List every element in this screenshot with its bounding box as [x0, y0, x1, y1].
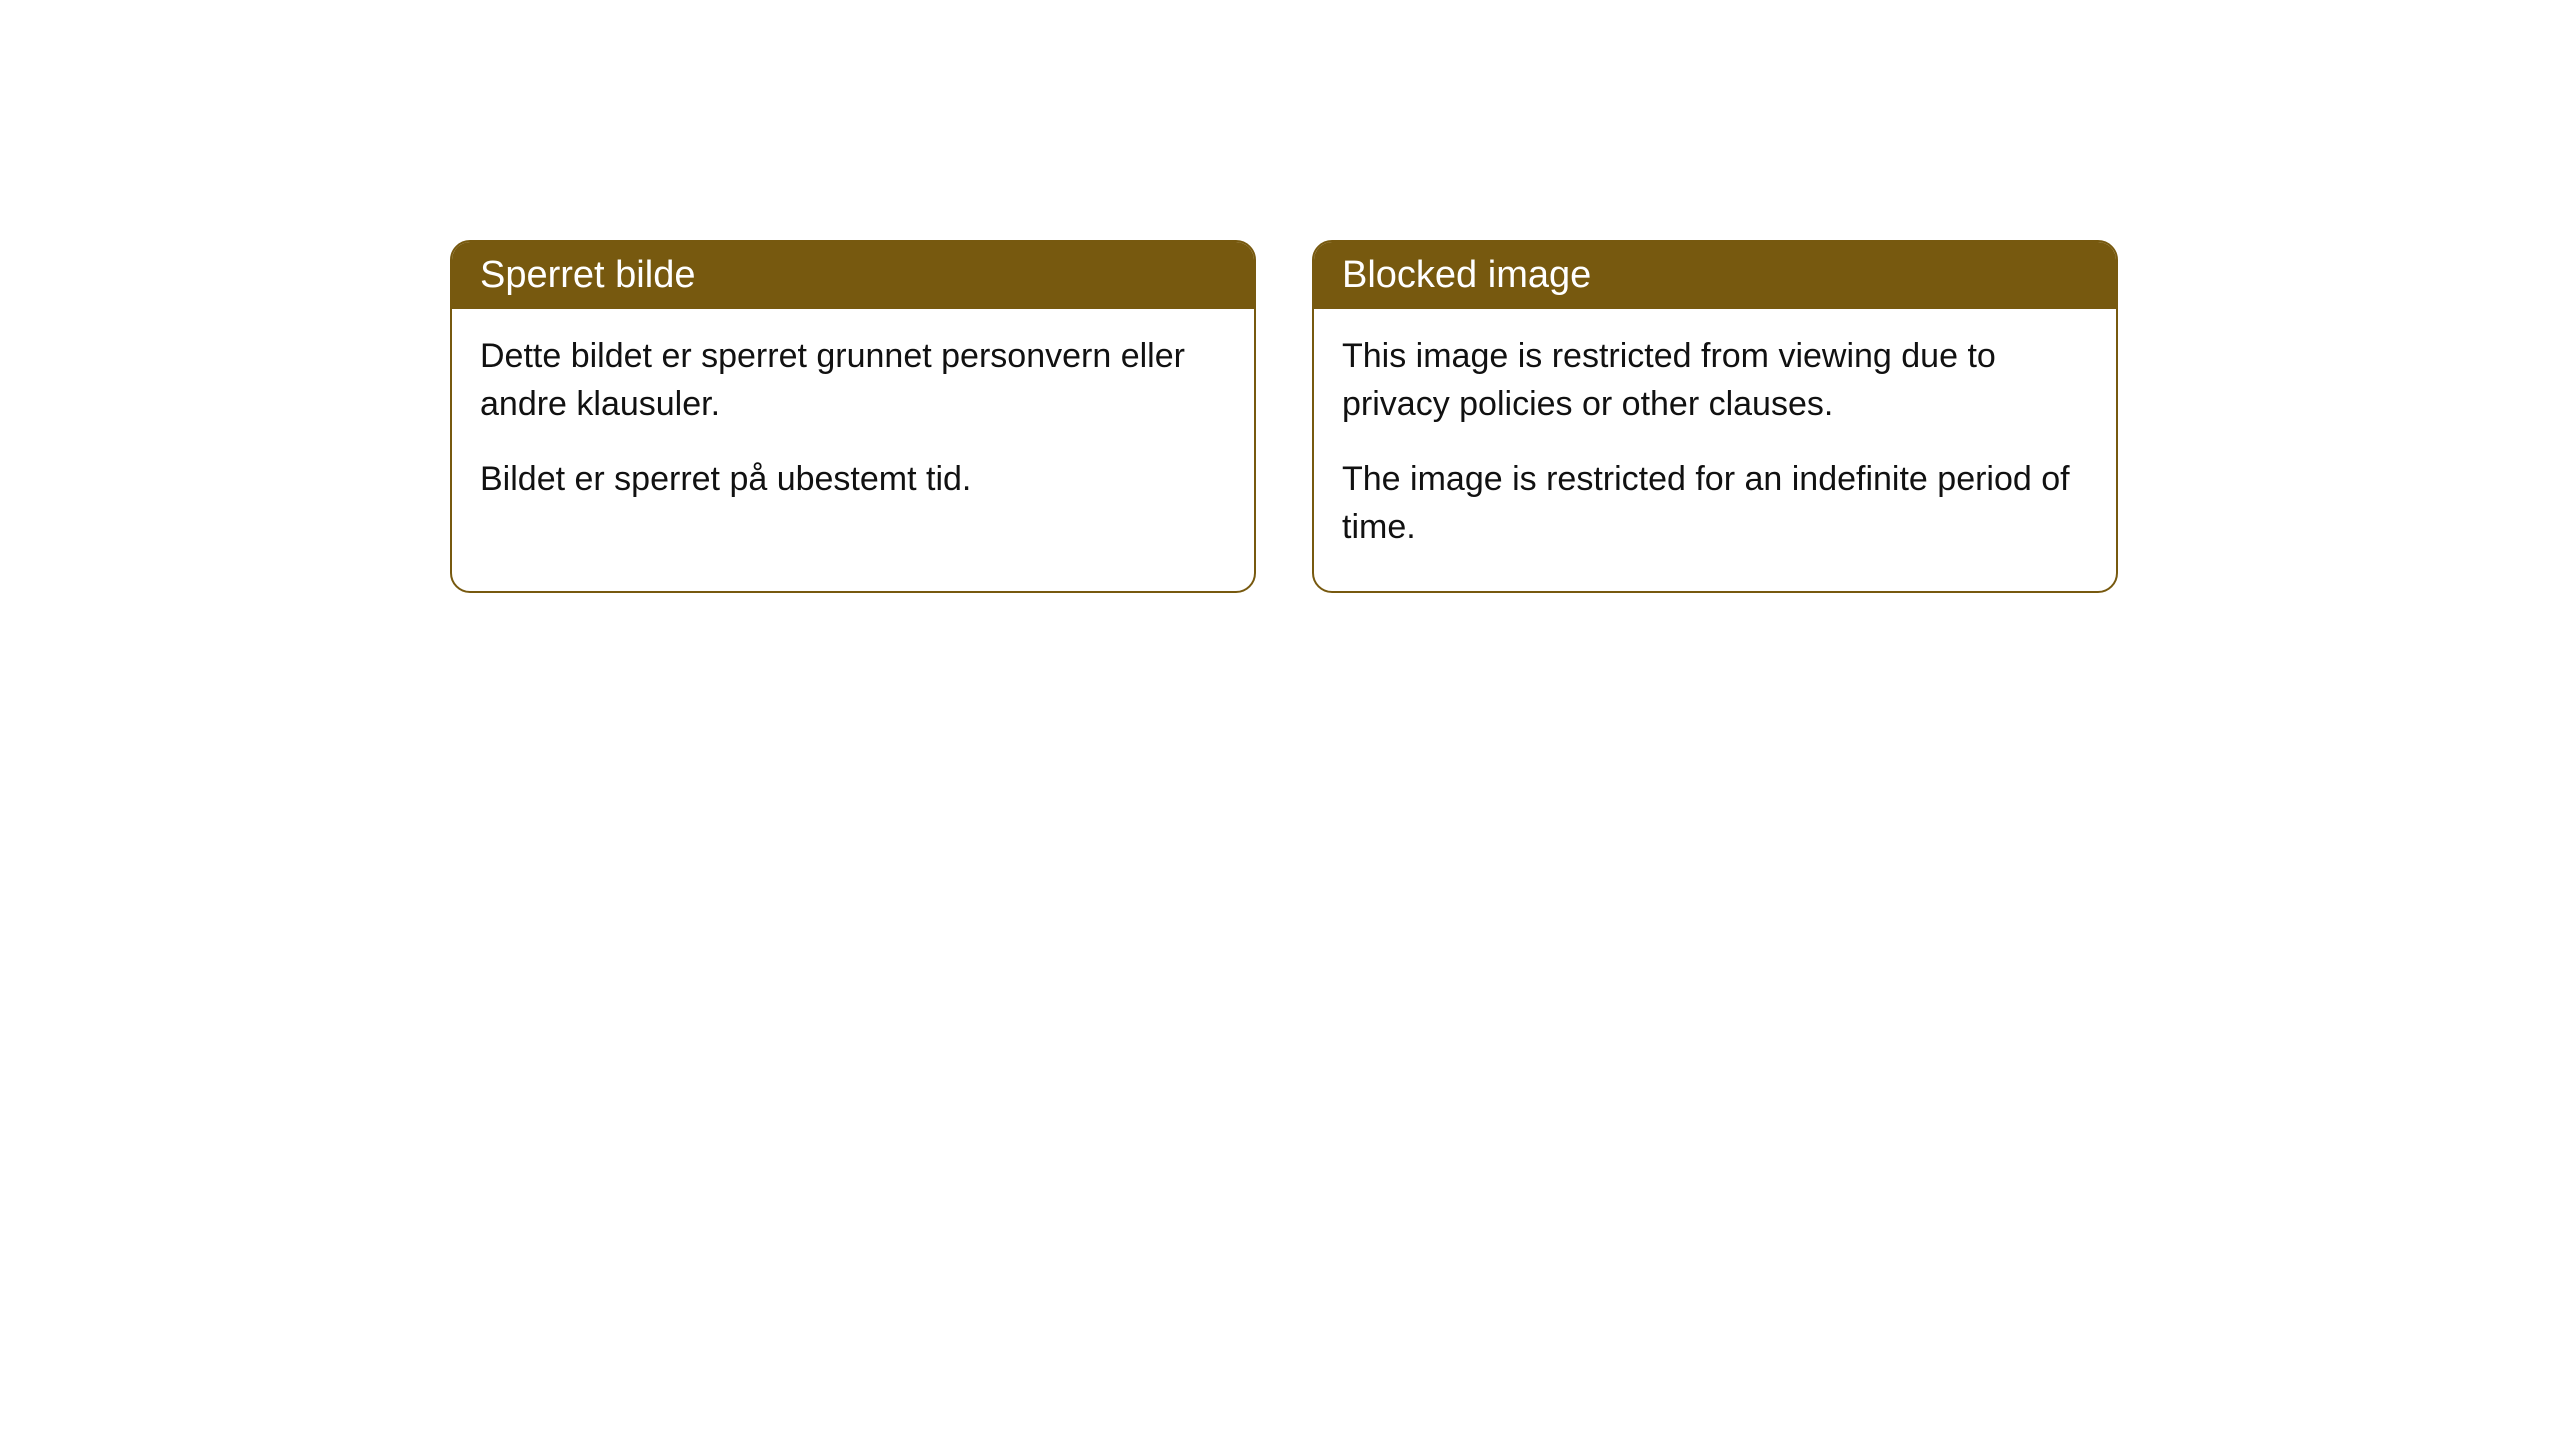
card-header: Sperret bilde: [452, 242, 1254, 309]
card-body: Dette bildet er sperret grunnet personve…: [452, 309, 1254, 544]
card-body: This image is restricted from viewing du…: [1314, 309, 2116, 591]
card-header: Blocked image: [1314, 242, 2116, 309]
notice-cards-container: Sperret bilde Dette bildet er sperret gr…: [450, 240, 2118, 593]
card-title: Blocked image: [1342, 254, 1591, 296]
notice-card-english: Blocked image This image is restricted f…: [1312, 240, 2118, 593]
card-paragraph: Dette bildet er sperret grunnet personve…: [480, 333, 1226, 428]
card-paragraph: The image is restricted for an indefinit…: [1342, 456, 2088, 551]
card-paragraph: This image is restricted from viewing du…: [1342, 333, 2088, 428]
notice-card-norwegian: Sperret bilde Dette bildet er sperret gr…: [450, 240, 1256, 593]
card-paragraph: Bildet er sperret på ubestemt tid.: [480, 456, 1226, 504]
card-title: Sperret bilde: [480, 254, 695, 296]
